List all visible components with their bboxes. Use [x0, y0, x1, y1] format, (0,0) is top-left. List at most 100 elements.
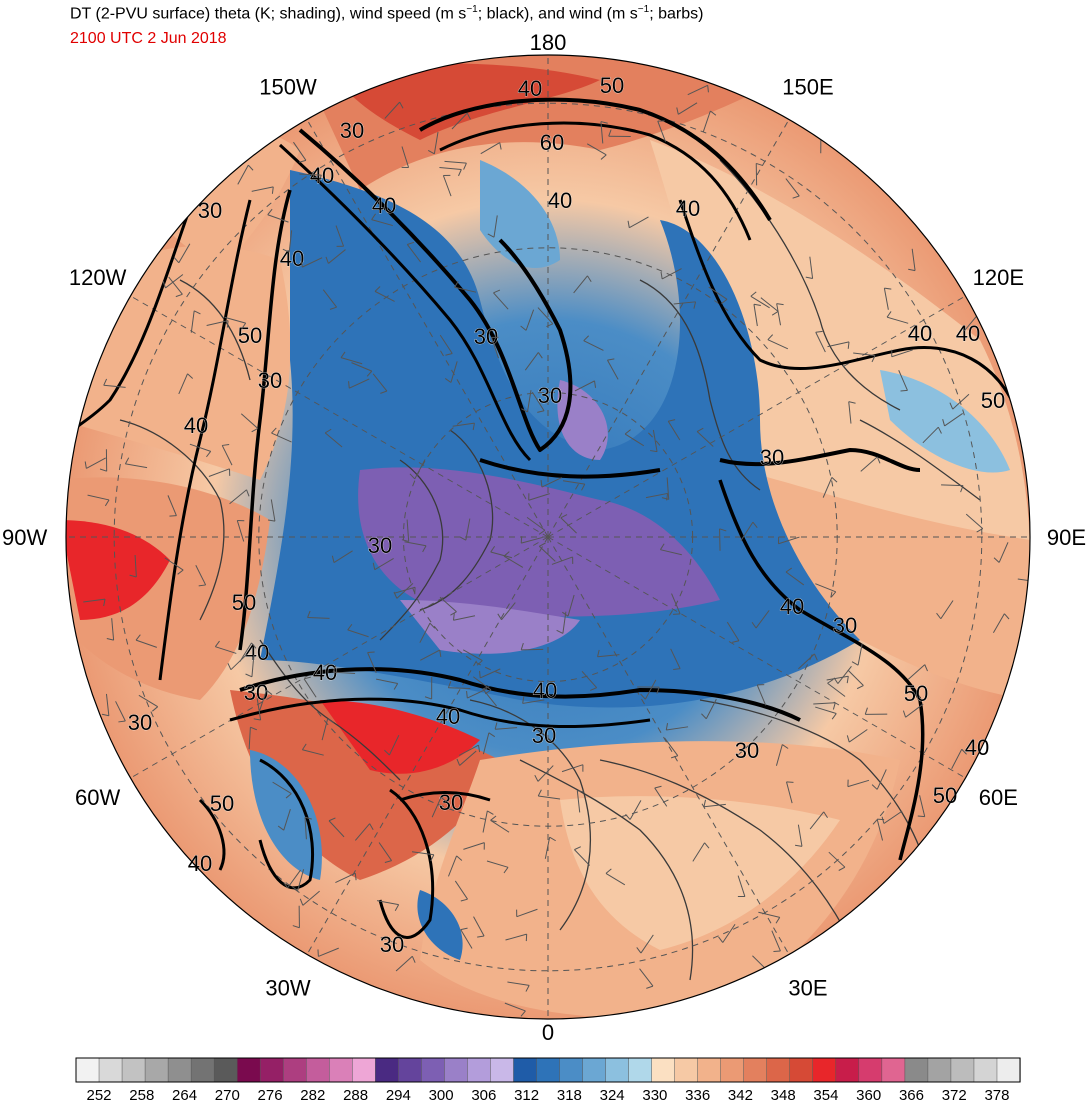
wind-barb — [644, 679, 657, 700]
wind-barb-flag — [118, 720, 126, 723]
wind-barb — [664, 737, 679, 757]
wind-barb-flag — [976, 528, 983, 533]
wind-barb-flag — [538, 529, 546, 535]
wind-barb-flag — [752, 521, 758, 528]
wind-barb — [828, 851, 846, 868]
colorbar-swatch — [973, 1057, 998, 1083]
colorbar-tick-label: 294 — [386, 1087, 411, 1104]
wind-barb-flag — [627, 220, 630, 228]
wind-barb-flag — [299, 898, 304, 906]
wind-barb-flag — [832, 702, 836, 710]
wind-barb-flag — [751, 621, 757, 629]
wind-barb — [629, 800, 642, 820]
wind-barb — [283, 809, 291, 831]
wind-barb — [505, 933, 527, 941]
wind-barb — [501, 602, 516, 621]
wind-barb — [454, 286, 477, 293]
wind-barb-flag — [84, 461, 87, 469]
wind-barb — [737, 875, 746, 897]
wind-barb — [258, 690, 267, 712]
wind-barb-flag — [540, 480, 543, 488]
wind-barb-flag — [444, 378, 452, 383]
wind-barb-flag — [864, 707, 868, 715]
colorbar-swatch — [167, 1057, 192, 1083]
contour-label: 50 — [981, 388, 1005, 413]
wind-barb-flag — [292, 925, 300, 929]
wind-barb — [442, 175, 452, 197]
colorbar: 252 258 264 270 276 282 288 294 300 306 312 318 324 3… — [75, 1057, 1021, 1104]
colorbar-swatch — [282, 1057, 307, 1083]
wind-barb — [503, 555, 524, 568]
wind-barb — [911, 248, 916, 271]
wind-barb-flag — [487, 810, 494, 815]
wind-barb — [322, 289, 337, 308]
colorbar-swatch — [421, 1057, 446, 1083]
wind-barb-flag — [977, 313, 983, 321]
wind-barb-flag — [347, 624, 353, 631]
wind-barb — [645, 492, 668, 499]
wind-barb — [822, 477, 833, 498]
wind-barb — [229, 489, 247, 505]
wind-barb — [827, 341, 850, 348]
wind-barb — [573, 275, 588, 294]
wind-barb-flag — [590, 687, 597, 691]
wind-barb — [473, 676, 492, 691]
wind-barb — [567, 594, 575, 617]
longitude-label: 30E — [788, 975, 827, 1000]
wind-barb — [605, 872, 626, 886]
wind-barb-flag — [304, 816, 312, 820]
wind-barb-flag — [846, 735, 850, 743]
wind-barb-flag — [660, 271, 663, 279]
wind-barb-flag — [394, 904, 400, 912]
wind-barb-flag — [247, 164, 254, 171]
wind-barb-flag — [384, 860, 392, 863]
wind-barb — [797, 824, 803, 847]
wind-barb — [722, 923, 736, 943]
contour-label: 40 — [310, 163, 334, 188]
colorbar-tick-label: 348 — [771, 1087, 796, 1104]
wind-barb — [439, 596, 457, 613]
wind-barb — [168, 276, 183, 295]
wind-barb — [785, 571, 805, 586]
wind-barb — [318, 947, 339, 957]
colorbar-tick-label: 330 — [642, 1087, 667, 1104]
longitude-labels: 180 150E 120E 90E 60E 30E 0 30W 60W 90W 120W 150W — [2, 30, 1086, 1045]
wind-barb — [750, 295, 770, 309]
wind-barb — [624, 433, 645, 447]
valid-time: 2100 UTC 2 Jun 2018 — [70, 30, 227, 47]
wind-barb-flag — [307, 610, 311, 618]
wind-barb — [640, 934, 654, 954]
wind-barb — [340, 357, 363, 365]
wind-barb — [491, 337, 500, 359]
wind-barb-flag — [493, 289, 501, 294]
longitude-label: 150W — [259, 75, 317, 100]
wind-barb — [537, 765, 554, 782]
wind-barb — [303, 678, 317, 698]
wind-barb-flag — [624, 429, 631, 435]
wind-barb — [482, 732, 490, 755]
colorbar-swatch — [490, 1057, 515, 1083]
wind-barb — [395, 955, 413, 972]
wind-barb — [848, 729, 868, 743]
wind-barb — [458, 744, 479, 756]
colorbar-swatch — [144, 1057, 169, 1083]
wind-barb-flag — [277, 825, 285, 831]
wind-barb-flag — [607, 358, 615, 361]
wind-barb-flag — [450, 611, 457, 616]
wind-barb-flag — [271, 186, 274, 194]
wind-barb — [378, 842, 393, 861]
wind-barb — [586, 143, 607, 156]
colorbar-tick-label: 264 — [172, 1087, 197, 1104]
wind-barb — [178, 373, 188, 395]
wind-barb — [786, 781, 793, 804]
wind-barb-flag — [776, 303, 784, 306]
wind-barb — [321, 718, 329, 741]
wind-barb-flag — [135, 634, 141, 641]
wind-barb — [189, 443, 211, 452]
colorbar-swatch — [236, 1057, 261, 1083]
longitude-label: 0 — [542, 1020, 554, 1045]
wind-barb-flag — [646, 985, 654, 989]
wind-barb-flag — [226, 320, 229, 328]
colorbar-swatch — [605, 1057, 630, 1083]
wind-barb — [125, 463, 148, 469]
